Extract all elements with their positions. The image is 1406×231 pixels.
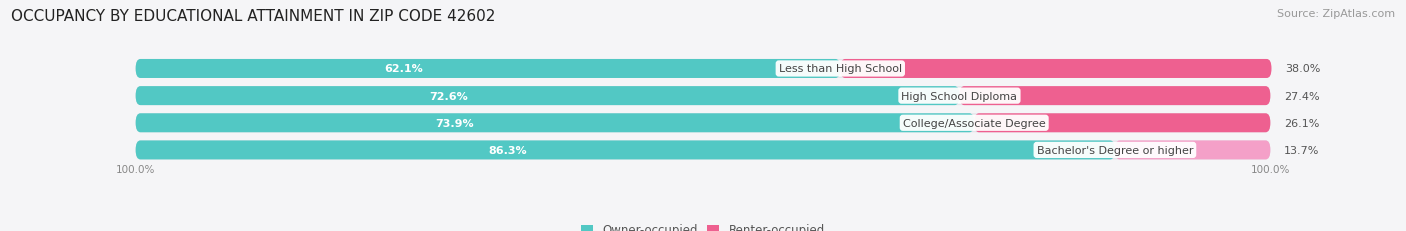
FancyBboxPatch shape [135, 114, 974, 133]
FancyBboxPatch shape [1115, 141, 1271, 160]
FancyBboxPatch shape [135, 87, 959, 106]
FancyBboxPatch shape [974, 114, 1271, 133]
Text: 72.6%: 72.6% [429, 91, 468, 101]
Text: 26.1%: 26.1% [1284, 118, 1319, 128]
FancyBboxPatch shape [135, 87, 1271, 106]
FancyBboxPatch shape [135, 114, 1271, 133]
FancyBboxPatch shape [135, 60, 841, 79]
Text: OCCUPANCY BY EDUCATIONAL ATTAINMENT IN ZIP CODE 42602: OCCUPANCY BY EDUCATIONAL ATTAINMENT IN Z… [11, 9, 496, 24]
Text: 73.9%: 73.9% [434, 118, 474, 128]
FancyBboxPatch shape [959, 87, 1271, 106]
Text: 13.7%: 13.7% [1284, 145, 1319, 155]
Legend: Owner-occupied, Renter-occupied: Owner-occupied, Renter-occupied [576, 219, 830, 231]
Text: High School Diploma: High School Diploma [901, 91, 1018, 101]
Text: 27.4%: 27.4% [1284, 91, 1319, 101]
Text: 100.0%: 100.0% [1251, 165, 1291, 175]
FancyBboxPatch shape [841, 60, 1271, 79]
Text: 38.0%: 38.0% [1285, 64, 1320, 74]
Text: 62.1%: 62.1% [384, 64, 423, 74]
FancyBboxPatch shape [135, 60, 1271, 79]
Text: Source: ZipAtlas.com: Source: ZipAtlas.com [1277, 9, 1395, 19]
Text: 100.0%: 100.0% [115, 165, 155, 175]
Text: Bachelor's Degree or higher: Bachelor's Degree or higher [1036, 145, 1194, 155]
Text: Less than High School: Less than High School [779, 64, 901, 74]
Text: College/Associate Degree: College/Associate Degree [903, 118, 1046, 128]
FancyBboxPatch shape [135, 141, 1271, 160]
Text: 86.3%: 86.3% [488, 145, 527, 155]
FancyBboxPatch shape [135, 141, 1115, 160]
